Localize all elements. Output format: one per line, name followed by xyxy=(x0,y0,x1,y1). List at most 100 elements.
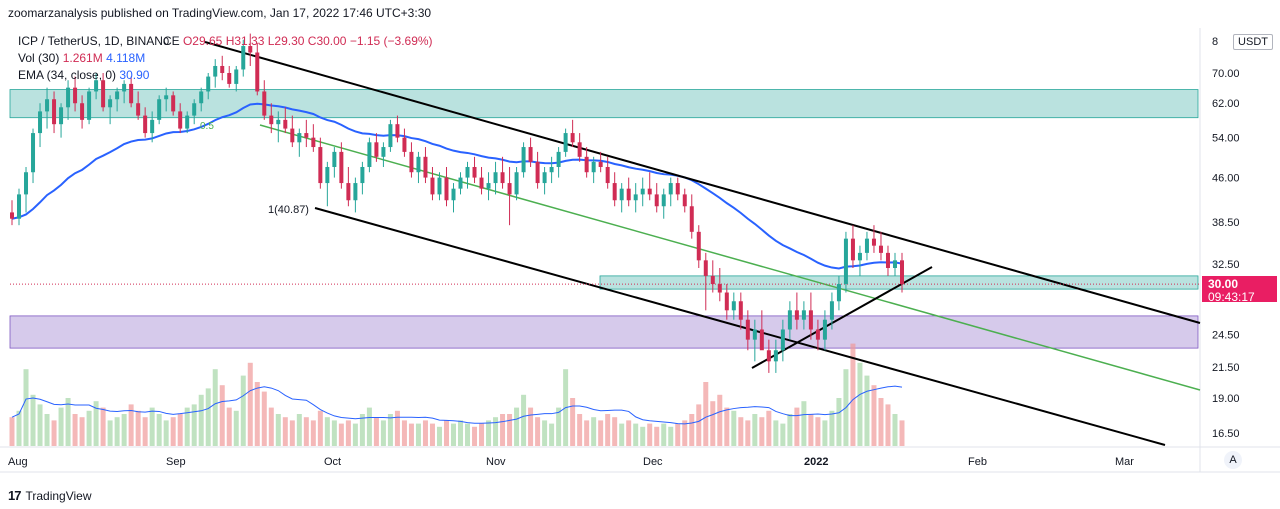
volume-bar xyxy=(261,391,267,446)
candle-body xyxy=(570,133,575,143)
price-tick-label: 21.50 xyxy=(1212,362,1240,374)
candle-body xyxy=(500,172,505,184)
ema-value: 30.90 xyxy=(119,68,150,82)
volume-bar xyxy=(626,420,632,446)
price-tick-label: 70.00 xyxy=(1212,68,1240,80)
volume-bar xyxy=(303,417,309,446)
candle-body xyxy=(822,319,827,340)
volume-bar xyxy=(16,410,22,446)
volume-bar xyxy=(44,414,50,446)
fib-0-label: 0 xyxy=(163,36,169,48)
volume-bar xyxy=(156,414,162,446)
volume-bar xyxy=(570,398,576,446)
volume-bar xyxy=(226,407,232,446)
candle-body xyxy=(479,177,484,189)
fib-1-label: 1(40.87) xyxy=(268,204,309,216)
volume-bar xyxy=(79,417,85,446)
auto-scale-button[interactable]: A xyxy=(1224,451,1242,469)
ema-label[interactable]: EMA (34, close, 0) xyxy=(18,68,117,82)
ohlc-open: O29.65 xyxy=(182,34,223,48)
candle-body xyxy=(283,119,288,129)
candle-body xyxy=(255,52,260,92)
volume-bar xyxy=(142,417,148,446)
volume-label[interactable]: Vol (30) xyxy=(18,51,60,65)
candle-body xyxy=(892,260,897,268)
candle-body xyxy=(640,188,645,195)
candle-body xyxy=(31,133,36,173)
volume-bar xyxy=(247,362,253,446)
candle-body xyxy=(297,133,302,143)
candle-body xyxy=(458,177,463,189)
volume-bar xyxy=(864,375,870,446)
last-price-badge: 30.00 09:43:17 xyxy=(1202,276,1277,303)
time-tick-label: Oct xyxy=(324,456,341,468)
price-tick-label: 24.50 xyxy=(1212,330,1240,342)
currency-label[interactable]: USDT xyxy=(1233,34,1273,50)
candle-body xyxy=(773,350,778,362)
candle-body xyxy=(703,260,708,276)
volume-bar xyxy=(121,414,127,446)
price-tick-label: 32.50 xyxy=(1212,259,1240,271)
candle-body xyxy=(619,188,624,201)
candle-body xyxy=(136,103,141,116)
volume-bar xyxy=(493,417,499,446)
footer-brand[interactable]: 17 TradingView xyxy=(8,488,92,503)
candle-body xyxy=(332,151,337,167)
candle-body xyxy=(864,238,869,253)
candle-body xyxy=(416,156,421,173)
candle-body xyxy=(885,252,890,268)
volume-bar xyxy=(401,420,407,446)
candle-body xyxy=(878,245,883,253)
candle-body xyxy=(437,177,442,195)
volume-bar xyxy=(521,394,527,446)
volume-bar xyxy=(794,407,800,446)
candle-body xyxy=(493,172,498,184)
volume-bar xyxy=(345,420,351,446)
volume-bar xyxy=(37,404,43,446)
candle-body xyxy=(122,83,127,92)
candle-body xyxy=(325,166,330,184)
candle-body xyxy=(178,111,183,129)
volume-bar xyxy=(605,414,611,446)
candle-body xyxy=(598,161,603,167)
volume-bar xyxy=(584,420,590,446)
volume-layer xyxy=(9,343,905,446)
volume-bar xyxy=(458,420,464,446)
candle-body xyxy=(367,142,372,167)
channel-mid-line xyxy=(259,124,1201,391)
candle-body xyxy=(276,119,281,125)
ohlc-close: C30.00 xyxy=(307,34,347,48)
volume-bar xyxy=(359,414,365,446)
candle-body xyxy=(584,156,589,173)
resistance-zone xyxy=(9,89,1199,119)
candle-body xyxy=(318,147,323,184)
candle-body xyxy=(108,99,113,108)
volume-bar xyxy=(184,407,190,446)
symbol-name[interactable]: ICP / TetherUS, 1D, BINANCE xyxy=(18,34,180,48)
candle-body xyxy=(24,172,29,195)
candle-body xyxy=(206,76,211,92)
volume-bar xyxy=(542,420,548,446)
publisher-header: zoomarzanalysis published on TradingView… xyxy=(8,6,432,20)
time-tick-label: Dec xyxy=(643,456,663,468)
candle-body xyxy=(577,142,582,157)
time-axis[interactable]: Aug Sep Oct Nov Dec 2022 Feb Mar xyxy=(8,456,1134,468)
price-tick-label: 19.00 xyxy=(1212,393,1240,405)
volume-bar xyxy=(829,410,835,446)
candle-body xyxy=(395,124,400,138)
chart-legend: ICP / TetherUS, 1D, BINANCE O29.65 H31.3… xyxy=(18,33,433,84)
candle-body xyxy=(353,183,358,201)
volume-bar xyxy=(857,362,863,446)
volume-bar xyxy=(9,417,15,446)
volume-bar xyxy=(366,407,372,446)
volume-bar xyxy=(394,410,400,446)
volume-bar xyxy=(212,369,218,446)
candle-body xyxy=(444,177,449,201)
volume-bar xyxy=(387,414,393,446)
candle-body xyxy=(780,329,785,351)
price-axis[interactable]: 70.00 62.00 54.00 46.00 38.50 32.50 24.50 21.50… xyxy=(1212,36,1240,440)
candle-body xyxy=(710,275,715,285)
candle-body xyxy=(829,301,834,320)
candle-body xyxy=(129,83,134,104)
